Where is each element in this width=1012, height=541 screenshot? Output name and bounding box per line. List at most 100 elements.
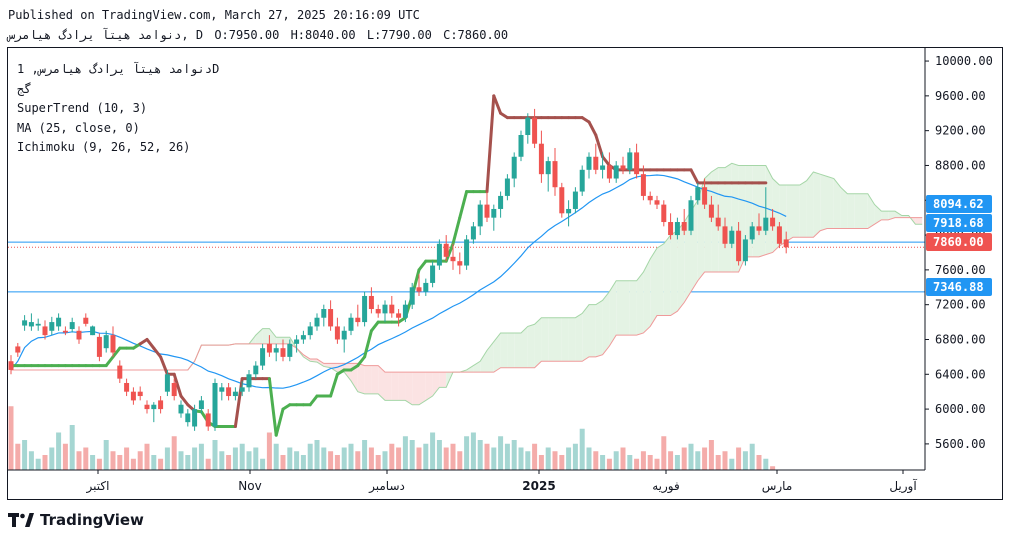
legend-supertrend[interactable]: SuperTrend (10, 3)	[17, 101, 148, 115]
supertrend-segment	[267, 377, 278, 437]
candle-body	[103, 335, 109, 349]
volume-bar	[742, 451, 748, 470]
legend-ichimoku[interactable]: Ichimoku (9, 26, 52, 26)	[17, 140, 191, 154]
price-tick-label: 7200.00	[935, 298, 986, 312]
ichimoku-cloud-segment	[786, 185, 793, 242]
volume-bar	[545, 447, 551, 470]
chart-frame	[7, 47, 1003, 500]
volume-bar	[171, 436, 177, 470]
supertrend-segment	[369, 320, 380, 333]
volume-bar	[511, 440, 517, 470]
volume-bar	[178, 451, 184, 470]
supertrend-segment	[111, 346, 122, 359]
candle-body	[620, 165, 626, 170]
candle-body	[681, 222, 687, 231]
volume-bar	[103, 440, 109, 470]
supertrend-segment	[329, 372, 339, 398]
candle-body	[783, 239, 789, 248]
supertrend-segment	[689, 168, 700, 185]
ichimoku-cloud-segment	[657, 243, 664, 316]
ichimoku-cloud-segment	[861, 193, 868, 229]
volume-bar	[355, 451, 361, 470]
ichimoku-cloud-segment	[833, 178, 841, 229]
tradingview-logo-icon	[8, 513, 34, 527]
candle-body	[538, 143, 544, 175]
volume-bar	[430, 432, 436, 470]
candle-body	[198, 400, 204, 410]
candle-body	[389, 304, 395, 314]
time-tick-label: آوریل	[889, 478, 917, 494]
candle-body	[205, 413, 211, 427]
ichimoku-cloud-segment	[364, 365, 372, 394]
volume-bar	[56, 432, 62, 470]
volume-bar	[362, 440, 368, 470]
price-label-box	[926, 195, 992, 213]
candle-body	[246, 374, 252, 388]
candle-body	[756, 226, 762, 231]
ichimoku-cloud-segment	[670, 230, 678, 316]
volume-bar	[389, 443, 395, 470]
ichimoku-cloud-segment	[847, 193, 855, 229]
volume-bar	[144, 443, 150, 470]
volume-bar	[328, 451, 334, 470]
candle-body	[654, 200, 660, 205]
price-label-box	[926, 233, 992, 251]
candle-body	[35, 323, 41, 326]
volume-bar	[402, 436, 408, 470]
ichimoku-cloud-segment	[793, 185, 800, 238]
candle-body	[178, 404, 184, 414]
ichimoku-cloud-segment	[412, 372, 419, 405]
supertrend-segment	[492, 94, 503, 115]
candle-body	[124, 382, 130, 392]
candle-body	[729, 230, 735, 244]
volume-bar	[110, 451, 116, 470]
candle-body	[314, 317, 320, 327]
time-tick-label: اکتبر	[86, 479, 110, 494]
candle-body	[566, 208, 572, 214]
volume-bar	[654, 458, 660, 470]
volume-bar	[498, 436, 504, 470]
supertrend-segment	[594, 133, 605, 159]
volume-bar	[253, 447, 259, 470]
candle-body	[647, 195, 653, 201]
candle-body	[484, 204, 490, 218]
legend-sub: گج	[17, 81, 32, 96]
volume-bar	[164, 447, 170, 470]
volume-bar	[504, 443, 510, 470]
ichimoku-cloud-segment	[840, 187, 848, 229]
supertrend-segment	[274, 407, 285, 437]
volume-bar	[606, 458, 612, 470]
volume-bar	[416, 447, 422, 470]
volume-bar	[538, 455, 544, 470]
price-label-box	[926, 278, 992, 296]
volume-bar	[613, 451, 619, 470]
candle-body	[776, 226, 782, 244]
candle-body	[464, 239, 470, 266]
candle-body	[96, 336, 102, 357]
ichimoku-cloud-segment	[405, 372, 413, 405]
candle-body	[171, 382, 177, 397]
supertrend-segment	[104, 355, 115, 368]
volume-bar	[185, 455, 191, 470]
volume-bar	[708, 440, 714, 470]
legend-ma[interactable]: MA (25, close, 0)	[17, 120, 140, 135]
ichimoku-cloud-segment	[663, 235, 671, 316]
candle-body	[382, 304, 388, 314]
price-tick-label: 10000.00	[935, 54, 993, 68]
published-info: Published on TradingView.com, March 27, …	[8, 8, 420, 22]
candle-body	[545, 161, 551, 175]
supertrend-segment	[485, 94, 496, 194]
price-label-text: 7918.68	[933, 216, 984, 230]
volume-bar	[702, 447, 708, 470]
volume-bar	[117, 455, 123, 470]
volume-bar	[729, 458, 735, 470]
symbol-name: دنوامد هیتآ یرادگ هیامرس, D	[8, 28, 204, 42]
ichimoku-cloud-segment	[276, 337, 283, 344]
volume-bar	[232, 447, 238, 470]
volume-bar	[266, 432, 272, 470]
tradingview-brand[interactable]: TradingView	[8, 511, 144, 529]
candle-body	[457, 261, 463, 266]
volume-bar	[579, 428, 585, 470]
supertrend-segment	[601, 155, 611, 167]
